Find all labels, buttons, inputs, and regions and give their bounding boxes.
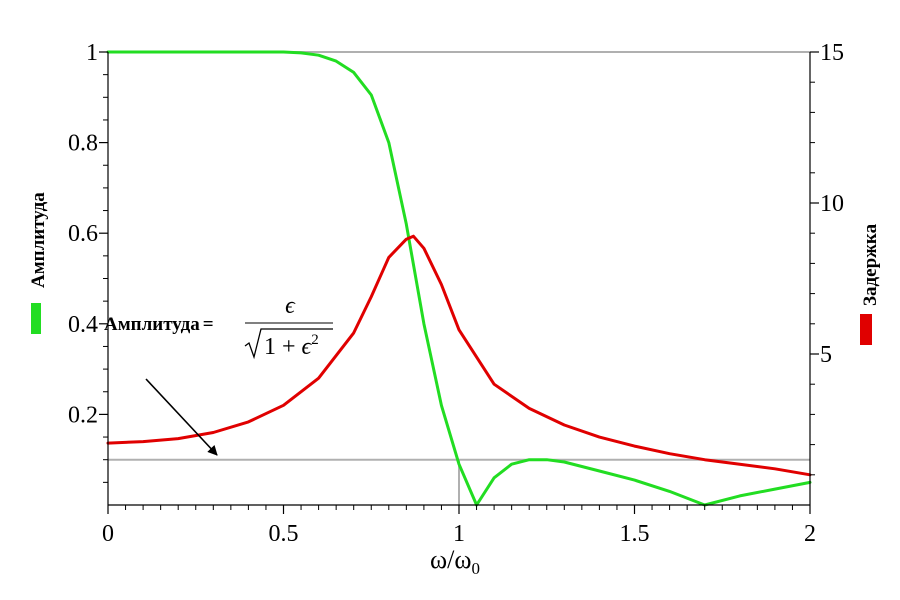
annotation-denominator: 1 + ϵ2	[264, 332, 319, 360]
y-left-tick-label: 0.6	[68, 221, 98, 247]
x-axis-title: ω/ω0	[430, 545, 480, 578]
annotation-numerator: ϵ	[285, 293, 296, 319]
x-axis-title-main: ω/ω	[430, 545, 471, 574]
left-axis-title: Амплитуда	[28, 192, 49, 334]
x-tick-label: 1.5	[620, 521, 650, 547]
x-tick-label: 0	[102, 521, 114, 547]
x-tick-label: 2	[804, 521, 816, 547]
y-left-tick-label: 0.2	[68, 402, 98, 428]
svg-text:Амплитуда=: Амплитуда =	[104, 314, 214, 335]
delay-curve	[106, 234, 812, 477]
x-axis-title-sub: 0	[471, 559, 480, 578]
formula-annotation: Амплитуда = ϵ 1 + ϵ2	[104, 293, 333, 456]
right-axis-title-text: Задержка	[860, 223, 881, 306]
annotation-label: Амплитуда	[104, 314, 200, 335]
delay-legend-swatch	[860, 314, 872, 345]
y-right-tick-label: 5	[820, 342, 832, 368]
y-right-tick-label: 10	[820, 191, 844, 217]
amplitude-legend-swatch	[31, 303, 41, 334]
axes-frame	[107, 52, 811, 506]
y-left-tick-label: 0.8	[68, 131, 98, 157]
annotation-denominator-one: 1 +	[264, 334, 302, 360]
x-tick-label: 0.5	[269, 521, 299, 547]
reference-lines	[108, 51, 810, 505]
sqrt-sign	[244, 328, 333, 360]
series-layer	[106, 50, 812, 507]
annotation-arrow	[145, 378, 218, 456]
annotation-denominator-eps: ϵ	[302, 334, 313, 360]
right-axis-title: Задержка	[860, 223, 881, 345]
left-axis-title-text: Амплитуда	[28, 192, 49, 288]
annotation-denominator-exp: 2	[311, 332, 319, 348]
y-left-tick-label: 1	[86, 40, 98, 66]
y-left-tick-label: 0.4	[68, 312, 98, 338]
annotation-equals: =	[203, 314, 214, 335]
amplitude-curve	[106, 50, 812, 507]
x-tick-label: 1	[453, 521, 465, 547]
y-right-tick-label: 15	[820, 40, 844, 66]
svg-text:ω/ω0: ω/ω0	[430, 545, 480, 578]
